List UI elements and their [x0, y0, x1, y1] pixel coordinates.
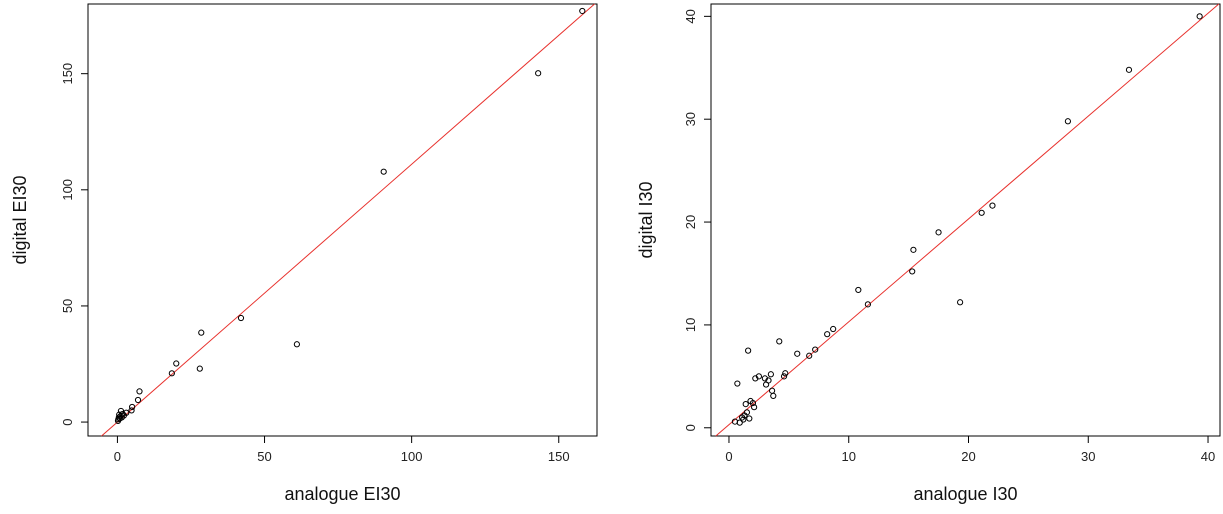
- data-point: [745, 347, 752, 354]
- y-axis: 0 10 20 30 40: [683, 9, 711, 431]
- data-point: [736, 419, 743, 426]
- data-point: [123, 409, 130, 416]
- y-axis-title: digital I30: [636, 181, 656, 258]
- y-axis-title: digital EI30: [10, 175, 30, 264]
- data-point: [196, 365, 203, 372]
- x-tick-label: 0: [114, 449, 121, 464]
- data-point: [812, 346, 819, 353]
- fit-line: [715, 3, 1220, 437]
- data-point: [910, 246, 917, 253]
- data-point: [136, 388, 143, 395]
- data-point: [751, 404, 758, 411]
- data-point: [579, 7, 586, 15]
- data-point: [780, 373, 788, 380]
- data-point: [806, 352, 813, 359]
- data-point: [768, 387, 776, 394]
- data-point: [765, 377, 772, 384]
- y-tick-label: 0: [683, 424, 698, 431]
- x-axis-title: analogue EI30: [284, 484, 400, 504]
- data-point: [770, 392, 777, 399]
- chart-ei30: 0 50 100 150 0 50 100 150 analogue EI30 digita…: [10, 3, 598, 504]
- y-tick-label: 0: [60, 418, 75, 425]
- y-tick-label: 100: [60, 179, 75, 201]
- data-point: [734, 380, 741, 387]
- data-point: [935, 229, 942, 236]
- data-point: [782, 370, 789, 377]
- data-point: [198, 329, 205, 336]
- data-point: [742, 401, 749, 408]
- data-point: [134, 396, 142, 404]
- data-point: [1125, 66, 1133, 73]
- x-axis: 0 50 100 150: [114, 436, 570, 464]
- data-point: [746, 415, 753, 422]
- data-point: [989, 202, 996, 209]
- data-point: [119, 410, 126, 418]
- data-point: [767, 371, 774, 378]
- x-tick-label: 50: [257, 449, 271, 464]
- x-axis-title: analogue I30: [913, 484, 1017, 504]
- data-point: [824, 331, 831, 338]
- x-tick-label: 150: [548, 449, 570, 464]
- data-point: [755, 373, 763, 380]
- data-point: [535, 70, 542, 77]
- data-point: [776, 338, 783, 345]
- y-tick-label: 30: [683, 112, 698, 126]
- data-points: [114, 7, 586, 425]
- plot-frame: [710, 3, 1221, 437]
- data-point: [794, 350, 801, 357]
- x-tick-label: 100: [401, 449, 423, 464]
- data-point: [749, 399, 757, 407]
- data-point: [855, 286, 862, 294]
- x-tick-label: 30: [1081, 449, 1095, 464]
- y-tick-label: 40: [683, 9, 698, 23]
- x-tick-label: 20: [961, 449, 975, 464]
- data-point: [1196, 13, 1203, 20]
- data-point: [909, 268, 916, 275]
- data-point: [1064, 118, 1071, 125]
- data-point: [864, 301, 871, 308]
- x-axis: 0 10 20 30 40: [725, 436, 1215, 464]
- data-point: [237, 314, 245, 322]
- data-point: [129, 403, 136, 411]
- fit-line: [101, 3, 595, 437]
- data-point: [168, 370, 175, 377]
- data-point: [117, 407, 125, 415]
- y-tick-label: 10: [683, 318, 698, 332]
- plot-frame: [87, 3, 598, 437]
- data-point: [743, 409, 751, 416]
- data-point: [978, 209, 985, 216]
- data-point: [173, 360, 180, 367]
- chart-i30: 0 10 20 30 40 0 10 20 30 40 analogue I30 digital…: [636, 3, 1221, 504]
- data-point: [293, 341, 300, 348]
- data-point: [830, 325, 837, 333]
- y-tick-label: 150: [60, 63, 75, 85]
- data-point: [380, 168, 387, 175]
- data-point: [740, 416, 747, 423]
- y-axis: 0 50 100 150: [60, 63, 88, 426]
- data-point: [128, 407, 135, 414]
- y-tick-label: 20: [683, 215, 698, 229]
- data-points: [731, 13, 1203, 426]
- x-tick-label: 10: [841, 449, 855, 464]
- x-tick-label: 0: [725, 449, 732, 464]
- data-point: [957, 299, 964, 306]
- y-tick-label: 50: [60, 299, 75, 313]
- x-tick-label: 40: [1201, 449, 1215, 464]
